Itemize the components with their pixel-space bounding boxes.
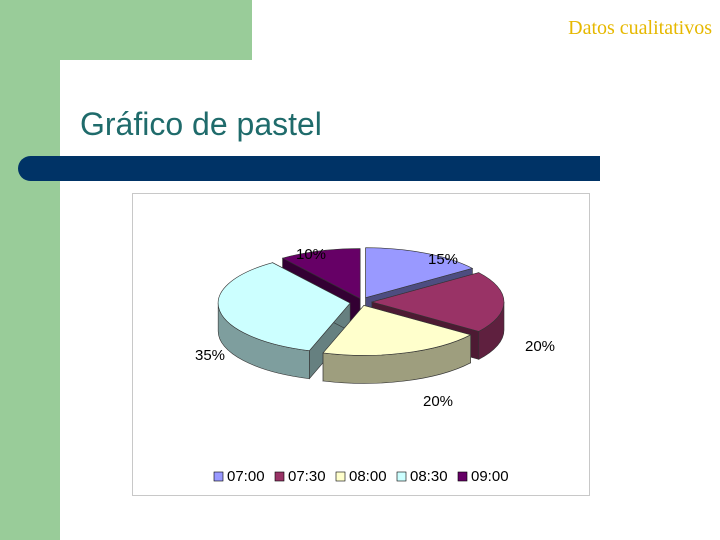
legend: 07:00 07:30 08:00 08:30 09:00 [213,468,509,485]
slice-label-0900: 10% [296,246,326,263]
pie-chart: 15% 20% 20% 35% 10% 07:00 07:30 08:00 08:30 09:00 [132,193,590,496]
slice-label-0700: 15% [428,251,458,268]
slice-label-0800: 20% [423,393,453,410]
title-underline-bar [18,156,600,181]
pie-chart-svg: 15% 20% 20% 35% 10% 07:00 07:30 08:00 08:30 09:00 [195,246,555,485]
legend-swatch-0830 [396,471,407,482]
slide-header: Datos cualitativos [568,17,712,39]
pie-slice-0800 [322,304,472,384]
pie-slice-0830 [217,262,351,380]
legend-swatch-0900 [457,471,468,482]
legend-label-0730: 07:30 [288,468,326,485]
slice-label-0830: 35% [195,347,225,364]
legend-swatch-0800 [335,471,346,482]
slice-label-0730: 20% [525,338,555,355]
legend-swatch-0700 [213,471,224,482]
accent-column [0,0,60,540]
legend-label-0700: 07:00 [227,468,265,485]
legend-label-0900: 09:00 [471,468,509,485]
slide-title: Gráfico de pastel [80,106,322,142]
legend-swatch-0730 [274,471,285,482]
legend-label-0830: 08:30 [410,468,448,485]
accent-top-block [60,0,252,60]
legend-label-0800: 08:00 [349,468,387,485]
